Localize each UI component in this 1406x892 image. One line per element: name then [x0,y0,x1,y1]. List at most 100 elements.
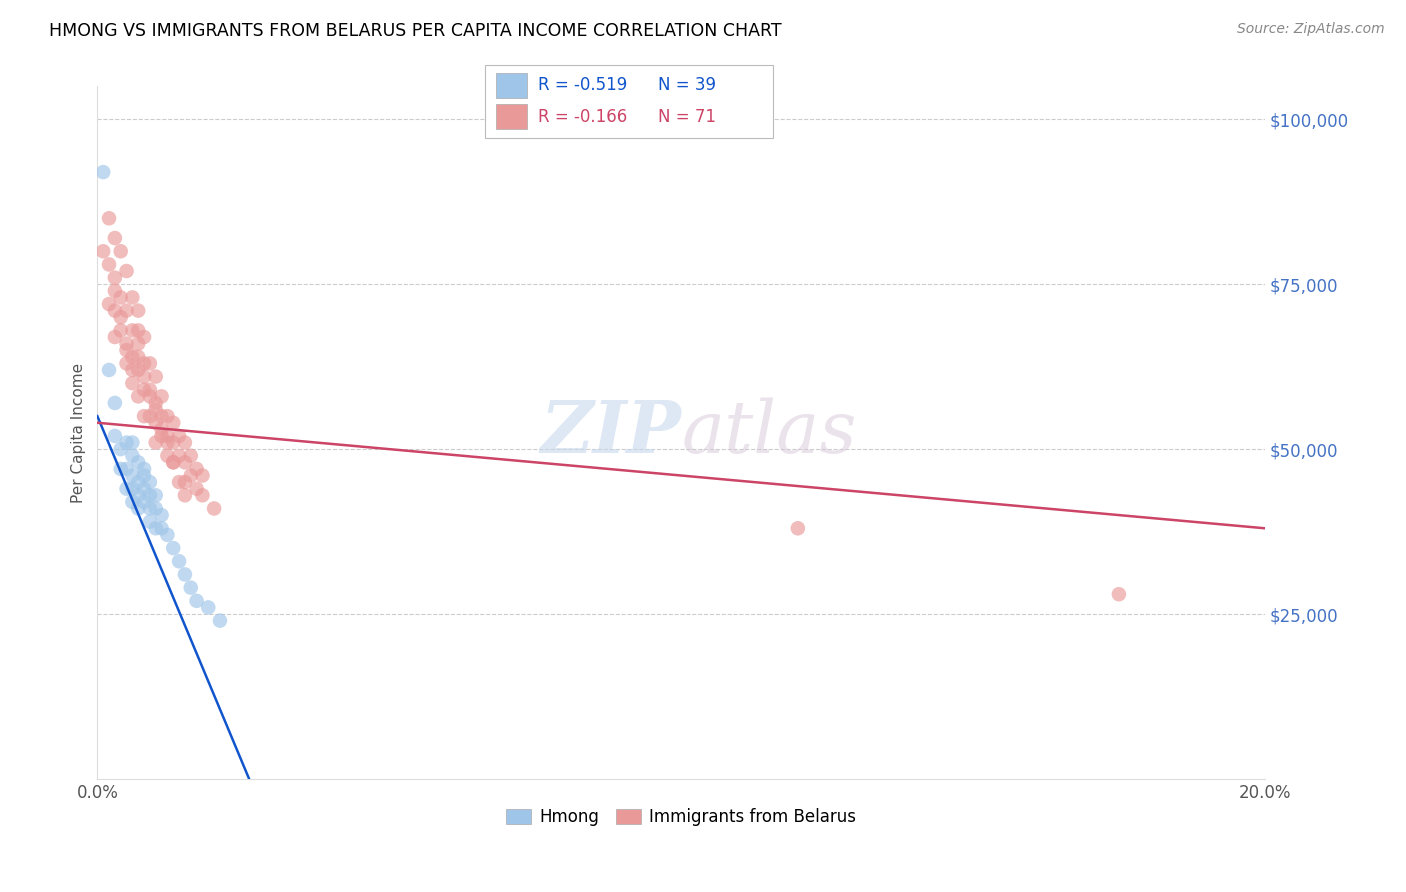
Point [197,600,219,615]
Point [150,521,173,535]
Text: N = 39: N = 39 [658,77,716,95]
Point [115,435,138,450]
Point [174,435,197,450]
Point [127,455,149,469]
Point [191,468,214,483]
Point [150,422,173,436]
Legend: Hmong, Immigrants from Belarus: Hmong, Immigrants from Belarus [499,802,863,833]
Point [174,567,197,582]
Point [121,350,143,364]
Point [98,297,121,311]
Point [127,303,149,318]
Point [115,303,138,318]
Point [139,389,162,403]
Point [191,488,214,502]
Y-axis label: Per Capita Income: Per Capita Income [72,362,86,503]
Text: HMONG VS IMMIGRANTS FROM BELARUS PER CAPITA INCOME CORRELATION CHART: HMONG VS IMMIGRANTS FROM BELARUS PER CAP… [49,22,782,40]
Point [202,501,225,516]
Point [115,482,138,496]
Point [132,482,155,496]
Point [156,409,179,424]
Point [104,303,127,318]
Point [145,396,167,410]
Point [145,402,167,417]
Point [91,165,114,179]
Point [121,482,143,496]
Point [132,462,155,476]
Point [174,488,197,502]
Point [180,468,202,483]
Point [150,508,173,522]
Point [91,244,114,259]
Point [186,482,208,496]
Point [115,336,138,351]
Point [156,435,179,450]
Point [208,614,231,628]
Point [115,264,138,278]
Point [127,488,149,502]
Text: R = -0.519: R = -0.519 [538,77,627,95]
Point [121,376,143,391]
Point [110,323,132,337]
Point [110,290,132,304]
Point [162,435,184,450]
Text: ZIP: ZIP [540,397,681,468]
Point [139,383,162,397]
Point [162,455,184,469]
Text: atlas: atlas [681,397,856,468]
Point [180,581,202,595]
Point [127,363,149,377]
Point [132,369,155,384]
Point [139,501,162,516]
Point [174,475,197,489]
Point [98,363,121,377]
Point [145,416,167,430]
Point [145,501,167,516]
Point [104,231,127,245]
Text: R = -0.166: R = -0.166 [538,108,627,126]
Point [167,475,190,489]
Point [132,330,155,344]
Point [186,462,208,476]
Point [167,449,190,463]
Point [104,270,127,285]
Point [127,475,149,489]
Point [174,455,197,469]
Point [121,435,143,450]
Point [139,488,162,502]
Point [110,462,132,476]
Point [104,284,127,298]
Point [104,330,127,344]
Point [156,528,179,542]
Text: Source: ZipAtlas.com: Source: ZipAtlas.com [1237,22,1385,37]
Point [150,389,173,403]
Point [132,409,155,424]
Point [132,468,155,483]
Point [156,449,179,463]
Point [104,429,127,443]
Point [150,429,173,443]
Point [132,356,155,370]
Point [121,363,143,377]
Point [110,310,132,325]
Point [145,435,167,450]
Point [115,356,138,370]
Point [110,244,132,259]
Point [127,336,149,351]
Point [127,501,149,516]
Point [121,449,143,463]
Point [786,521,808,535]
Point [127,323,149,337]
Point [1108,587,1130,601]
Text: N = 71: N = 71 [658,108,716,126]
Point [167,429,190,443]
Point [104,396,127,410]
Point [132,383,155,397]
Point [121,323,143,337]
Point [180,449,202,463]
Point [98,257,121,271]
Point [139,515,162,529]
Point [98,211,121,226]
Point [162,541,184,555]
Point [145,488,167,502]
